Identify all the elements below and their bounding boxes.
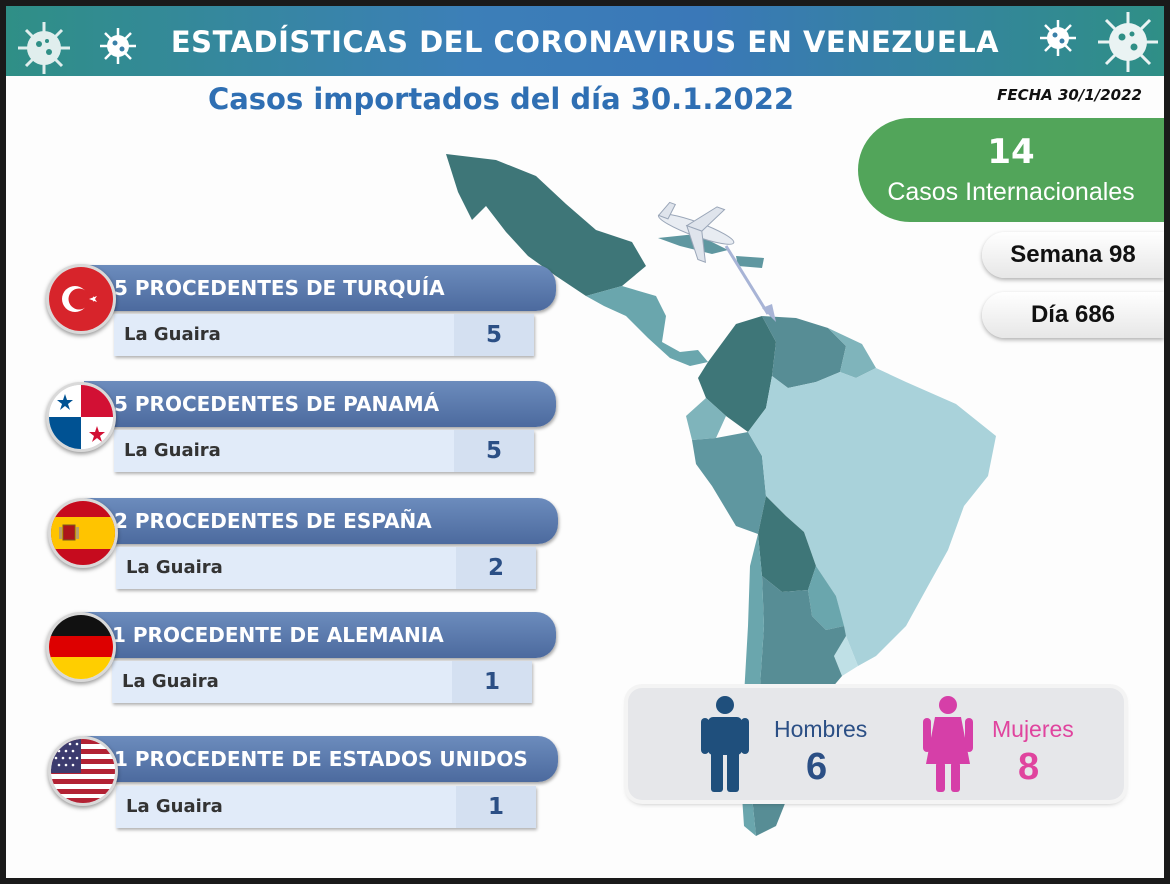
city-label: La Guaira [122, 671, 219, 692]
panama-flag-icon [46, 382, 116, 452]
total-cases-value: 14 [987, 132, 1035, 172]
map-region-guyana [828, 328, 876, 378]
women-value: 8 [1018, 746, 1040, 788]
gender-panel: Hombres 6 Mujeres 8 [628, 688, 1124, 800]
city-label: La Guaira [126, 796, 223, 817]
city-label: La Guaira [124, 324, 221, 345]
case-count: 1 [456, 786, 536, 828]
country-header-panama: 5 PROCEDENTES DE PANAMÁ [84, 381, 556, 427]
turkey-flag-icon [46, 264, 116, 334]
page-title: ESTADÍSTICAS DEL CORONAVIRUS EN VENEZUEL… [170, 25, 1000, 59]
week-badge: Semana 98 [982, 232, 1164, 278]
case-count: 1 [452, 661, 532, 703]
virus-icon [18, 22, 70, 74]
country-row-spain: La Guaira 2 [116, 547, 536, 589]
virus-icon [1098, 12, 1158, 72]
day-badge: Día 686 [982, 292, 1164, 338]
country-header-germany: 1 PROCEDENTE DE ALEMANIA [82, 612, 556, 658]
map-region-venezuela [762, 316, 846, 388]
case-count: 2 [456, 547, 536, 589]
country-header-usa: 1 PROCEDENTE DE ESTADOS UNIDOS [84, 736, 558, 782]
man-icon [701, 696, 749, 792]
map-region-peru [692, 432, 766, 534]
country-row-panama: La Guaira 5 [114, 430, 534, 472]
virus-icon [100, 28, 136, 64]
country-header-spain: 2 PROCEDENTES DE ESPAÑA [84, 498, 558, 544]
map-region-central-america [586, 286, 708, 366]
country-row-turkey: La Guaira 5 [114, 314, 534, 356]
women-label: Mujeres [992, 716, 1074, 742]
spain-flag-icon [48, 498, 118, 568]
flight-arrow [724, 245, 770, 315]
map-region-paraguay [808, 566, 844, 630]
country-header-turkey: 5 PROCEDENTES DE TURQUÍA [84, 265, 556, 311]
flight-arrowhead [762, 304, 776, 322]
map-region-ecuador [686, 398, 726, 440]
subtitle: Casos importados del día 30.1.2022 [207, 82, 795, 116]
infographic: ESTADÍSTICAS DEL CORONAVIRUS EN VENEZUEL… [6, 6, 1164, 878]
city-label: La Guaira [126, 557, 223, 578]
map-region-brazil [748, 368, 996, 666]
total-cases-label: Casos Internacionales [887, 178, 1135, 206]
country-row-germany: La Guaira 1 [112, 661, 532, 703]
header-banner: ESTADÍSTICAS DEL CORONAVIRUS EN VENEZUEL… [6, 6, 1164, 76]
germany-flag-icon [46, 612, 116, 682]
usa-flag-icon [48, 736, 118, 806]
date-label: FECHA 30/1/2022 [997, 86, 1142, 104]
men-value: 6 [806, 746, 828, 788]
map-region-mexico [446, 154, 646, 296]
men-label: Hombres [774, 716, 868, 742]
map-region-colombia [698, 316, 776, 432]
city-label: La Guaira [124, 440, 221, 461]
case-count: 5 [454, 314, 534, 356]
virus-icon [1040, 20, 1076, 56]
country-row-usa: La Guaira 1 [116, 786, 536, 828]
total-cases-badge: 14 Casos Internacionales [858, 118, 1164, 222]
case-count: 5 [454, 430, 534, 472]
map-region-bolivia [758, 496, 816, 592]
map-region-hispaniola [736, 256, 764, 268]
woman-icon [923, 696, 973, 792]
airplane-icon [657, 201, 735, 263]
